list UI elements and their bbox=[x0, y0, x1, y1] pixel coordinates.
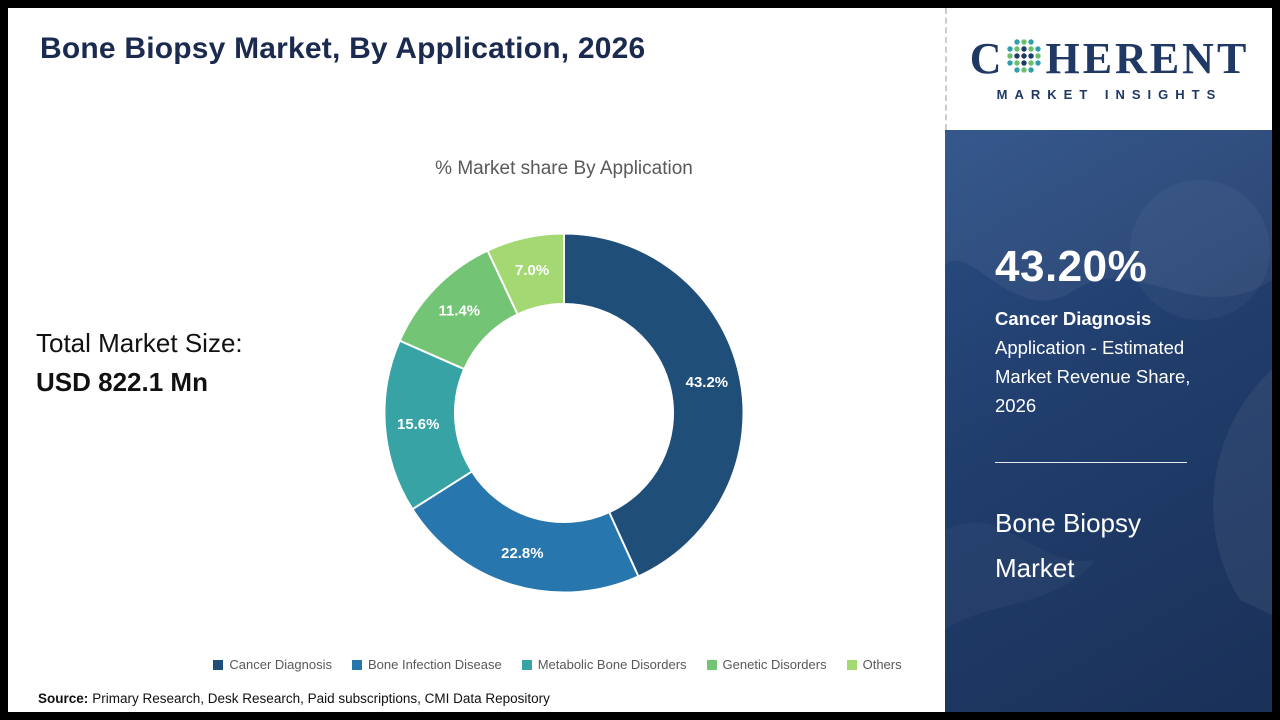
legend-item: Bone Infection Disease bbox=[351, 657, 502, 672]
highlight-panel: 43.20% Cancer Diagnosis Application - Est… bbox=[945, 130, 1272, 712]
legend-label: Genetic Disorders bbox=[722, 657, 827, 672]
logo-letters-rest: HERENT bbox=[1045, 33, 1250, 83]
source-label: Source: bbox=[38, 691, 89, 706]
total-market-value: USD 822.1 Mn bbox=[36, 367, 208, 397]
logo-dot-grid-icon bbox=[1005, 37, 1043, 80]
highlight-stat-title: Cancer Diagnosis bbox=[995, 308, 1152, 329]
highlight-content: 43.20% Cancer Diagnosis Application - Est… bbox=[995, 242, 1232, 591]
legend-item: Genetic Disorders bbox=[706, 657, 827, 672]
donut-slice-4 bbox=[486, 232, 565, 316]
market-name: Bone Biopsy Market bbox=[995, 508, 1141, 583]
legend-label: Metabolic Bone Disorders bbox=[537, 657, 687, 672]
chart-title: % Market share By Application bbox=[435, 158, 693, 179]
slice-label-1: 22.8% bbox=[501, 545, 543, 562]
legend-item: Others bbox=[846, 657, 902, 672]
slice-label-0: 43.2% bbox=[686, 374, 728, 391]
legend-item: Cancer Diagnosis bbox=[213, 657, 332, 672]
donut-chart: 43.2% 22.8% 15.6% 11.4% 7.0% bbox=[383, 232, 745, 594]
donut-chart-wrap: % Market share By Application 43.2% 22.8%… bbox=[371, 158, 757, 611]
slice-label-4: 7.0% bbox=[515, 262, 549, 279]
legend-item: Metabolic Bone Disorders bbox=[521, 657, 687, 672]
legend-swatch-icon bbox=[706, 659, 717, 670]
logo-letter-c: C bbox=[969, 33, 1005, 83]
brand-logo-wordmark: C HERENT bbox=[969, 33, 1250, 83]
highlight-stat-desc: Cancer Diagnosis Application - Estimated … bbox=[995, 304, 1230, 420]
legend-label: Cancer Diagnosis bbox=[229, 657, 332, 672]
total-market-label: Total Market Size: bbox=[36, 328, 243, 358]
highlight-stat-value: 43.20% bbox=[995, 242, 1148, 291]
brand-logo: C HERENT M bbox=[969, 33, 1250, 102]
chart-area: Bone Biopsy Market, By Application, 2026… bbox=[8, 8, 945, 712]
legend-swatch-icon bbox=[521, 659, 532, 670]
panel-divider bbox=[995, 462, 1187, 463]
total-market-block: Total Market Size: USD 822.1 Mn bbox=[36, 328, 243, 398]
source-text: Primary Research, Desk Research, Paid su… bbox=[92, 691, 550, 706]
slice-label-2: 15.6% bbox=[397, 416, 439, 433]
chart-legend: Cancer Diagnosis Bone Infection Disease Me… bbox=[176, 657, 939, 672]
side-panel: C HERENT M bbox=[945, 8, 1272, 712]
legend-label: Bone Infection Disease bbox=[367, 657, 502, 672]
legend-label: Others bbox=[862, 657, 902, 672]
highlight-stat-text: Application - Estimated Market Revenue S… bbox=[995, 337, 1191, 416]
donut-slice-0 bbox=[563, 232, 745, 578]
slice-label-3: 11.4% bbox=[439, 303, 481, 320]
source-line: Source: Primary Research, Desk Research, … bbox=[38, 691, 550, 706]
logo-subtitle: MARKET INSIGHTS bbox=[996, 86, 1223, 102]
legend-swatch-icon bbox=[213, 659, 224, 670]
legend-swatch-icon bbox=[846, 659, 857, 670]
page-title: Bone Biopsy Market, By Application, 2026 bbox=[40, 32, 646, 65]
logo-area: C HERENT M bbox=[945, 8, 1272, 130]
donut-slice-1 bbox=[411, 470, 640, 594]
legend-swatch-icon bbox=[351, 659, 362, 670]
